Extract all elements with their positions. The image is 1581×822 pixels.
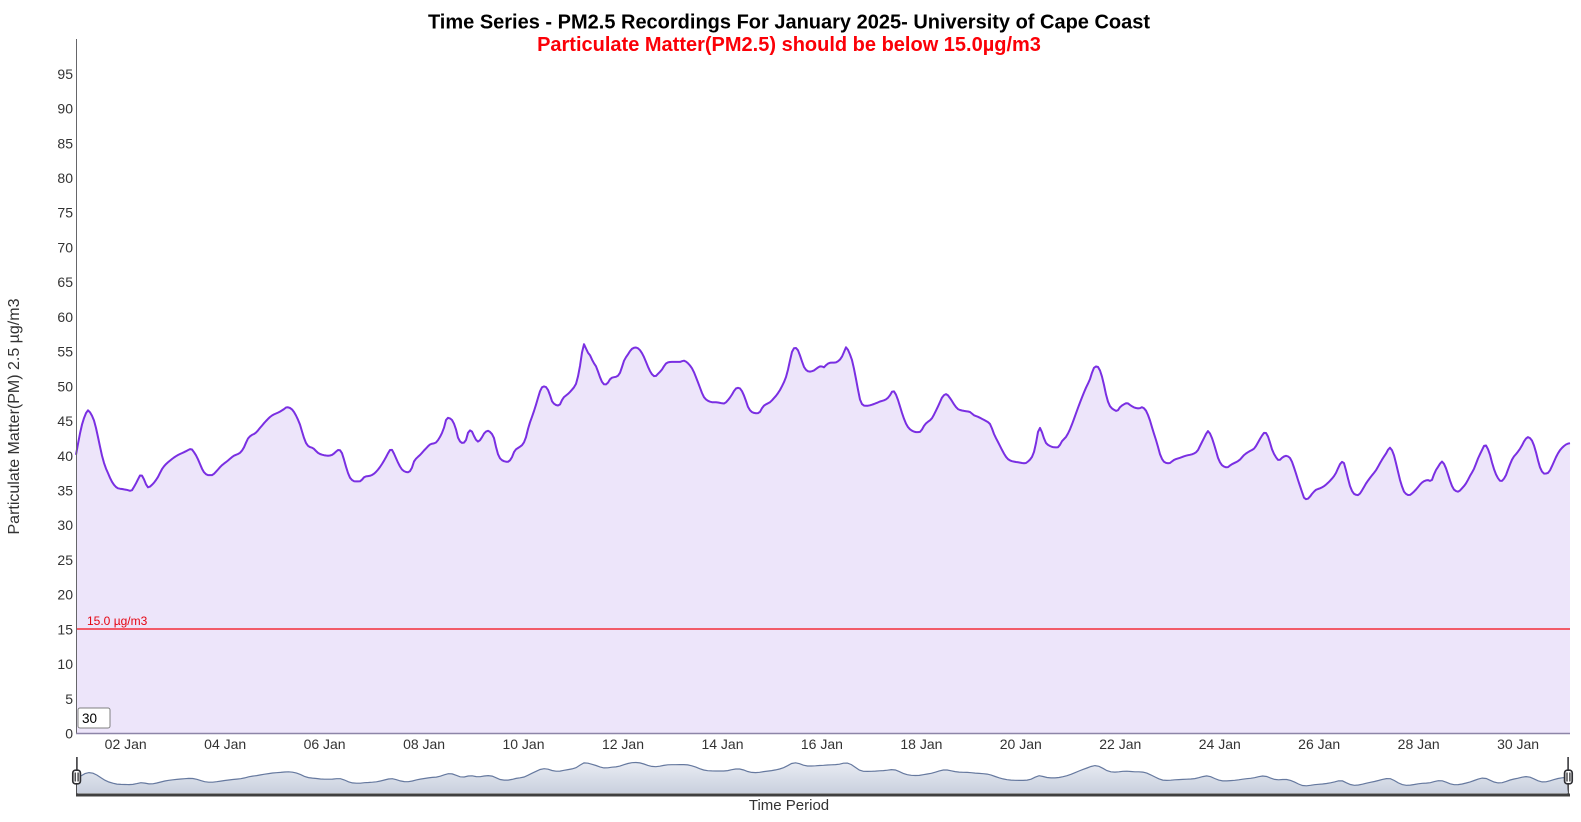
- svg-text:28 Jan: 28 Jan: [1398, 736, 1440, 752]
- svg-text:08 Jan: 08 Jan: [403, 736, 445, 752]
- svg-text:14 Jan: 14 Jan: [701, 736, 743, 752]
- svg-text:10 Jan: 10 Jan: [502, 736, 544, 752]
- svg-text:50: 50: [57, 378, 73, 394]
- svg-text:Particulate Matter(PM) 2.5 µg/: Particulate Matter(PM) 2.5 µg/m3: [6, 298, 23, 534]
- svg-text:06 Jan: 06 Jan: [304, 736, 346, 752]
- svg-text:0: 0: [65, 726, 73, 742]
- svg-text:18 Jan: 18 Jan: [900, 736, 942, 752]
- svg-text:Time Period: Time Period: [749, 797, 829, 814]
- svg-text:90: 90: [57, 101, 73, 117]
- svg-text:10: 10: [57, 656, 73, 672]
- svg-text:70: 70: [57, 239, 73, 255]
- svg-text:30 Jan: 30 Jan: [1497, 736, 1539, 752]
- svg-text:12 Jan: 12 Jan: [602, 736, 644, 752]
- svg-text:65: 65: [57, 274, 73, 290]
- svg-text:04 Jan: 04 Jan: [204, 736, 246, 752]
- svg-text:22 Jan: 22 Jan: [1099, 736, 1141, 752]
- svg-text:40: 40: [57, 448, 73, 464]
- svg-text:55: 55: [57, 344, 73, 360]
- svg-text:20 Jan: 20 Jan: [1000, 736, 1042, 752]
- svg-text:85: 85: [57, 135, 73, 151]
- svg-text:02 Jan: 02 Jan: [105, 736, 147, 752]
- svg-text:26 Jan: 26 Jan: [1298, 736, 1340, 752]
- svg-text:5: 5: [65, 691, 73, 707]
- svg-text:15: 15: [57, 621, 73, 637]
- svg-text:95: 95: [57, 66, 73, 82]
- svg-text:30: 30: [57, 517, 73, 533]
- svg-text:75: 75: [57, 205, 73, 221]
- svg-text:35: 35: [57, 483, 73, 499]
- svg-text:16 Jan: 16 Jan: [801, 736, 843, 752]
- svg-text:15.0 µg/m3: 15.0 µg/m3: [87, 614, 148, 628]
- svg-text:30: 30: [82, 711, 97, 726]
- svg-text:24 Jan: 24 Jan: [1199, 736, 1241, 752]
- svg-text:60: 60: [57, 309, 73, 325]
- svg-text:80: 80: [57, 170, 73, 186]
- svg-text:45: 45: [57, 413, 73, 429]
- svg-text:25: 25: [57, 552, 73, 568]
- svg-text:Time Series - PM2.5 Recordings: Time Series - PM2.5 Recordings For Janua…: [428, 11, 1150, 33]
- svg-text:Particulate Matter(PM2.5) shou: Particulate Matter(PM2.5) should be belo…: [537, 34, 1041, 56]
- svg-text:20: 20: [57, 587, 73, 603]
